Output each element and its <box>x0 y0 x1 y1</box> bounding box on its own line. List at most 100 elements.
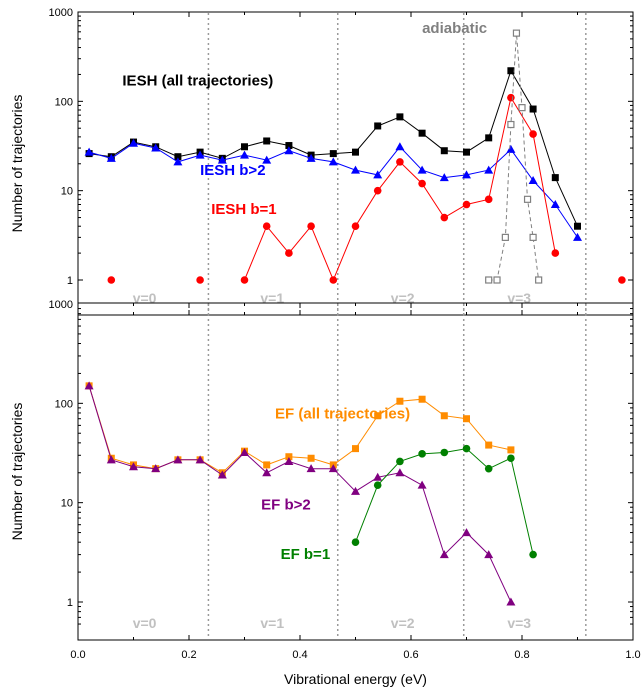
data-point <box>485 441 493 449</box>
vibrational-level-label: v=1 <box>260 615 284 631</box>
data-point <box>374 412 382 420</box>
data-point <box>484 550 494 559</box>
y-tick-label: 100 <box>55 398 73 410</box>
data-point <box>195 150 205 159</box>
data-point <box>328 157 338 166</box>
vibrational-level-label: v=1 <box>260 290 284 306</box>
data-point <box>306 464 316 473</box>
data-point <box>262 468 272 477</box>
series-ef-all-trajectories-: EF (all trajectories) <box>85 382 515 477</box>
data-point <box>463 415 470 423</box>
data-point <box>506 144 516 153</box>
data-point <box>493 276 501 284</box>
data-point <box>418 179 426 188</box>
data-point <box>329 276 338 284</box>
data-point <box>285 249 293 257</box>
y-tick-label: 100 <box>55 96 73 108</box>
y-tick-label: 1000 <box>49 299 73 311</box>
vibrational-level-label: v=3 <box>507 290 531 306</box>
data-point <box>373 186 382 195</box>
data-point <box>307 222 315 231</box>
y-axis-title: Number of trajectories <box>9 95 25 233</box>
data-point <box>395 468 405 477</box>
series-ef-b-2: EF b>2 <box>84 381 516 606</box>
data-point <box>240 150 249 159</box>
data-point <box>396 158 404 166</box>
data-point <box>151 143 161 152</box>
data-point <box>217 155 227 164</box>
data-point <box>396 397 404 405</box>
data-point <box>285 453 293 461</box>
data-point <box>440 448 449 457</box>
x-tick-label: 1.0 <box>625 649 640 661</box>
data-point <box>506 597 516 606</box>
series-line <box>355 448 534 555</box>
data-point <box>240 276 249 284</box>
data-point <box>507 446 515 454</box>
data-point <box>395 142 405 151</box>
data-point <box>174 153 182 161</box>
data-point <box>550 200 560 209</box>
data-point <box>574 222 581 230</box>
data-point <box>306 153 316 162</box>
data-point <box>373 481 382 489</box>
data-point <box>84 381 94 390</box>
data-point <box>507 93 515 102</box>
data-point <box>484 165 494 174</box>
y-tick-label: 1000 <box>49 7 73 19</box>
data-point <box>573 232 582 241</box>
data-point <box>195 455 205 464</box>
series-iesh-b-2: IESH b>2 <box>84 138 582 241</box>
data-point <box>417 165 427 174</box>
data-point <box>512 29 521 37</box>
series-label: IESH b>2 <box>200 162 265 179</box>
vibrational-level-label: v=2 <box>391 615 415 631</box>
data-point <box>217 470 227 479</box>
vibrational-level-label: v=0 <box>133 615 157 631</box>
y-tick-label: 1 <box>67 275 73 287</box>
data-point <box>462 444 471 453</box>
x-tick-label: 0.4 <box>292 649 307 661</box>
data-point <box>352 445 359 453</box>
data-point <box>551 174 559 182</box>
data-point <box>173 455 183 464</box>
series-ef-b-1: EF b=1 <box>281 444 537 563</box>
x-tick-label: 0.2 <box>181 649 196 661</box>
series-line <box>88 142 578 238</box>
x-tick-label: 0.8 <box>514 649 529 661</box>
data-point <box>262 222 271 231</box>
plot-frame <box>77 302 634 641</box>
series-label: IESH b=1 <box>211 201 276 218</box>
data-point <box>440 213 449 222</box>
data-point <box>618 276 626 284</box>
data-point <box>396 113 404 121</box>
data-point <box>263 137 271 145</box>
chart-panel-bottom: 1 10 100 1000 0.0 0.2 0.4 0.6 0.8 1.0 v=0 v=1 v=2 v=3… <box>9 299 641 687</box>
data-point <box>418 129 426 137</box>
data-point <box>107 276 116 284</box>
data-point <box>439 550 449 559</box>
series-line <box>88 385 512 603</box>
plot-frame <box>77 11 634 316</box>
data-point <box>129 138 138 147</box>
vibrational-level-label: v=2 <box>391 290 415 306</box>
data-point <box>351 486 360 495</box>
y-tick-label: 1 <box>67 597 73 609</box>
data-point <box>328 464 338 473</box>
data-point <box>529 233 537 241</box>
data-point <box>551 249 560 257</box>
series-label: adiabatic <box>422 20 487 37</box>
data-point <box>284 146 294 155</box>
data-point <box>439 173 449 182</box>
series-line <box>88 385 512 474</box>
data-point <box>351 538 360 546</box>
data-point <box>440 412 448 420</box>
data-point <box>351 222 360 231</box>
data-point <box>262 155 272 164</box>
series-iesh-b-1: IESH b=1 <box>107 93 626 284</box>
series-label: IESH (all trajectories) <box>122 73 273 90</box>
series-line <box>488 33 540 281</box>
data-point <box>529 105 537 113</box>
data-point <box>501 233 509 241</box>
